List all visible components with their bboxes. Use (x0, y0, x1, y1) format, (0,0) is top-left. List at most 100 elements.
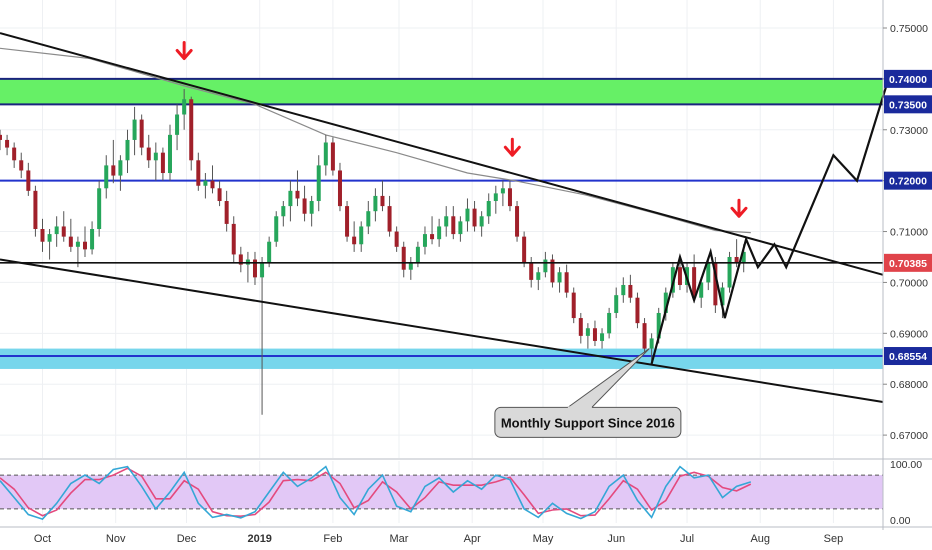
time-label-Jul: Jul (680, 533, 694, 545)
candle-down (430, 234, 435, 240)
candle-up (699, 282, 704, 298)
candle-down (578, 318, 583, 336)
price-tick-label: 0.75000 (890, 23, 928, 35)
candle-down (713, 262, 718, 306)
projection-layer (650, 81, 889, 365)
candle-up (47, 234, 52, 242)
candle-up (585, 328, 590, 336)
candle-up (203, 180, 208, 186)
candle-down (0, 134, 2, 140)
candle-down (337, 170, 342, 207)
candle-up (543, 259, 548, 273)
candle-up (600, 333, 605, 341)
candle-down (692, 267, 697, 298)
candle-up (465, 208, 470, 222)
time-label-Jun: Jun (607, 533, 625, 545)
candle-down (61, 226, 66, 237)
candle-up (536, 272, 541, 280)
candle-up (316, 165, 321, 202)
candle-down (550, 259, 555, 283)
price-label-bg-0.73500 (884, 95, 932, 114)
candles-layer (0, 89, 746, 415)
price-label-bg-0.72000 (884, 171, 932, 190)
candle-up (309, 201, 314, 214)
candle-down (231, 223, 236, 255)
candle-down (26, 170, 31, 191)
price-tick-label: 0.67000 (890, 430, 928, 442)
candle-up (288, 190, 293, 207)
candle-down (5, 139, 10, 148)
zones-layer (0, 77, 883, 369)
candle-down (635, 297, 640, 324)
candle-down (472, 208, 477, 227)
price-label-bg-0.74000 (884, 69, 932, 88)
projection-path (650, 81, 889, 365)
oscillator-k-line (0, 465, 752, 521)
time-label-2019: 2019 (247, 533, 271, 545)
candle-up (104, 165, 109, 189)
candle-up (649, 338, 654, 349)
candle-up (274, 216, 279, 242)
arrow-down-apr (503, 137, 521, 157)
time-label-Aug: Aug (750, 533, 770, 545)
price-label-bg-0.68554 (884, 347, 932, 366)
candle-down (394, 231, 399, 247)
time-label-Oct: Oct (34, 533, 51, 545)
candle-down (82, 241, 87, 250)
candle-down (302, 198, 307, 214)
candle-up (500, 188, 505, 194)
time-label-Feb: Feb (323, 533, 342, 545)
time-label-Dec: Dec (177, 533, 197, 545)
candle-down (146, 147, 151, 161)
candle-up (458, 221, 463, 235)
candle-down (160, 152, 165, 174)
candle-down (238, 254, 243, 265)
candle-down (210, 180, 215, 189)
candle-up (557, 272, 562, 283)
oscillator-tick-label: 0.00 (890, 515, 911, 527)
candle-down (571, 292, 576, 319)
candle-up (444, 216, 449, 227)
upper-channel-line (0, 32, 884, 276)
price-label-0.70385: 0.70385 (889, 258, 927, 270)
candle-up (54, 226, 59, 235)
candle-up (281, 206, 286, 217)
oscillator-d-line (0, 467, 752, 518)
oscillator-tick-label: 100.00 (890, 459, 922, 471)
candle-up (153, 152, 158, 161)
moving-average-layer (0, 47, 751, 234)
candle-down (564, 272, 569, 293)
candle-up (267, 241, 272, 263)
time-label-May: May (533, 533, 554, 545)
arrow-down-dec (175, 41, 193, 61)
candle-up (323, 142, 328, 166)
time-label-Nov: Nov (106, 533, 126, 545)
candle-up (486, 201, 491, 217)
candle-up (706, 262, 711, 283)
oscillator-panel (0, 458, 932, 521)
lower-channel-line (0, 258, 884, 404)
candle-down (19, 160, 24, 171)
price-tick-label: 0.71000 (890, 227, 928, 239)
candle-down (677, 267, 682, 285)
price-label-0.74000: 0.74000 (889, 74, 927, 86)
candle-down (33, 190, 38, 229)
candle-down (139, 119, 144, 148)
candle-up (493, 193, 498, 202)
price-label-0.68554: 0.68554 (889, 351, 927, 363)
candle-down (592, 328, 597, 341)
candle-up (175, 114, 180, 135)
price-tick-label: 0.73000 (890, 125, 928, 137)
trendlines-layer (0, 32, 884, 404)
candle-down (515, 206, 520, 237)
candle-down (189, 99, 194, 161)
candle-up (741, 251, 746, 263)
candle-down (507, 188, 512, 207)
candle-down (111, 165, 116, 176)
candle-up (663, 292, 668, 313)
arrow-down-jul (730, 198, 748, 218)
callout-joint (567, 406, 592, 410)
candle-down (12, 147, 17, 161)
candle-up (727, 256, 732, 288)
